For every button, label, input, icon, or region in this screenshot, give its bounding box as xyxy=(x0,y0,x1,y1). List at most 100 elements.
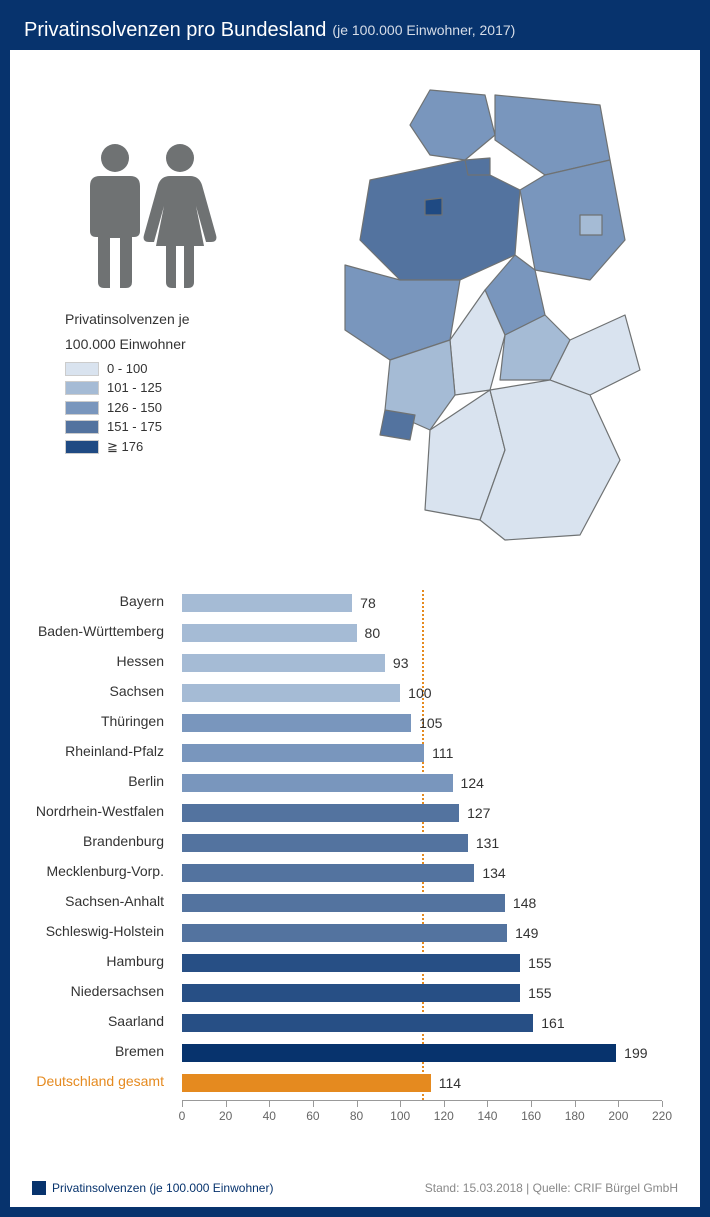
map-legend-label: ≧ 176 xyxy=(107,438,143,456)
bar-row-label: Saarland xyxy=(32,1014,172,1028)
bar-value: 155 xyxy=(528,955,551,971)
page-title: Privatinsolvenzen pro Bundesland xyxy=(24,19,326,42)
bar-row-label: Sachsen-Anhalt xyxy=(32,894,172,908)
germany-map xyxy=(290,80,670,550)
bar xyxy=(182,984,520,1002)
bar-value: 105 xyxy=(419,715,442,731)
footer-text: Stand: 15.03.2018 | Quelle: CRIF Bürgel … xyxy=(425,1181,678,1195)
title-bar: Privatinsolvenzen pro Bundesland (je 100… xyxy=(10,10,700,50)
x-axis: 020406080100120140160180200220 xyxy=(182,1100,662,1140)
bar xyxy=(182,594,352,612)
bar xyxy=(182,744,424,762)
x-tick-label: 0 xyxy=(179,1109,186,1123)
bar-chart: 7880931001051111241271311341481491551551… xyxy=(32,590,678,1160)
map-legend-label: 101 - 125 xyxy=(107,379,162,397)
x-tick xyxy=(269,1101,270,1107)
x-tick-label: 220 xyxy=(652,1109,672,1123)
x-tick xyxy=(313,1101,314,1107)
bar-value: 148 xyxy=(513,895,536,911)
map-legend-swatch xyxy=(65,401,99,415)
bar-value: 161 xyxy=(541,1015,564,1031)
x-tick-label: 40 xyxy=(263,1109,276,1123)
bar-row-label: Rheinland-Pfalz xyxy=(32,744,172,758)
chart-legend-label: Privatinsolvenzen (je 100.000 Einwohner) xyxy=(52,1181,273,1195)
bar xyxy=(182,774,453,792)
map-legend-row: 101 - 125 xyxy=(65,379,265,397)
bar-row-label: Berlin xyxy=(32,774,172,788)
plot-area: 7880931001051111241271311341481491551551… xyxy=(182,590,662,1100)
map-legend-label: 126 - 150 xyxy=(107,399,162,417)
bar-value: 131 xyxy=(476,835,499,851)
chart-legend: Privatinsolvenzen (je 100.000 Einwohner) xyxy=(32,1181,273,1195)
x-tick xyxy=(357,1101,358,1107)
x-tick-label: 120 xyxy=(434,1109,454,1123)
x-tick xyxy=(618,1101,619,1107)
legend-swatch xyxy=(32,1181,46,1195)
bar-row-label: Thüringen xyxy=(32,714,172,728)
bar-value: 127 xyxy=(467,805,490,821)
x-tick xyxy=(400,1101,401,1107)
bar-row-label: Niedersachsen xyxy=(32,984,172,998)
map-legend: Privatinsolvenzen je 100.000 Einwohner 0… xyxy=(65,310,265,458)
bar-value: 111 xyxy=(432,745,453,761)
bar-row-label: Bremen xyxy=(32,1044,172,1058)
page-subtitle: (je 100.000 Einwohner, 2017) xyxy=(332,22,515,38)
bar-row-label: Baden-Württemberg xyxy=(32,624,172,638)
bar-value: 155 xyxy=(528,985,551,1001)
bar-row-label: Hamburg xyxy=(32,954,172,968)
bar xyxy=(182,954,520,972)
x-tick-label: 80 xyxy=(350,1109,363,1123)
bar-value: 93 xyxy=(393,655,409,671)
bar xyxy=(182,714,411,732)
x-tick xyxy=(531,1101,532,1107)
outer-frame: Privatinsolvenzen pro Bundesland (je 100… xyxy=(0,0,710,1217)
bar-row-label: Mecklenburg-Vorp. xyxy=(32,864,172,878)
map-legend-title1: Privatinsolvenzen je xyxy=(65,310,265,329)
bar-value: 199 xyxy=(624,1045,647,1061)
bar-row-label: Hessen xyxy=(32,654,172,668)
x-tick-label: 200 xyxy=(608,1109,628,1123)
bar xyxy=(182,1044,616,1062)
bar xyxy=(182,654,385,672)
map-legend-row: 151 - 175 xyxy=(65,418,265,436)
x-tick-label: 180 xyxy=(565,1109,585,1123)
people-icon xyxy=(80,140,220,290)
x-tick xyxy=(487,1101,488,1107)
bar xyxy=(182,834,468,852)
bar xyxy=(182,924,507,942)
map-legend-row: 0 - 100 xyxy=(65,360,265,378)
x-tick xyxy=(575,1101,576,1107)
x-tick-label: 160 xyxy=(521,1109,541,1123)
bar xyxy=(182,894,505,912)
x-tick xyxy=(182,1101,183,1107)
map-legend-row: ≧ 176 xyxy=(65,438,265,456)
map-legend-label: 151 - 175 xyxy=(107,418,162,436)
x-tick xyxy=(662,1101,663,1107)
map-legend-label: 0 - 100 xyxy=(107,360,147,378)
map-legend-swatch xyxy=(65,362,99,376)
map-legend-swatch xyxy=(65,381,99,395)
x-tick-label: 100 xyxy=(390,1109,410,1123)
bar-row-label: Nordrhein-Westfalen xyxy=(32,804,172,818)
bar-value: 100 xyxy=(408,685,431,701)
map-legend-title2: 100.000 Einwohner xyxy=(65,335,265,354)
bar-value: 114 xyxy=(439,1075,461,1091)
bar-row-label: Schleswig-Holstein xyxy=(32,924,172,938)
map-legend-swatch xyxy=(65,420,99,434)
bar xyxy=(182,1074,431,1092)
content-area: Privatinsolvenzen je 100.000 Einwohner 0… xyxy=(10,50,700,1207)
bar-value: 124 xyxy=(461,775,484,791)
bar-value: 78 xyxy=(360,595,376,611)
x-tick-label: 20 xyxy=(219,1109,232,1123)
bar-value: 134 xyxy=(482,865,505,881)
bar-value: 80 xyxy=(365,625,381,641)
bar-row-label: Bayern xyxy=(32,594,172,608)
x-tick-label: 140 xyxy=(477,1109,497,1123)
x-tick-label: 60 xyxy=(306,1109,319,1123)
bar xyxy=(182,1014,533,1032)
x-tick xyxy=(444,1101,445,1107)
map-legend-swatch xyxy=(65,440,99,454)
bar-row-label: Brandenburg xyxy=(32,834,172,848)
bar xyxy=(182,684,400,702)
bar xyxy=(182,864,474,882)
